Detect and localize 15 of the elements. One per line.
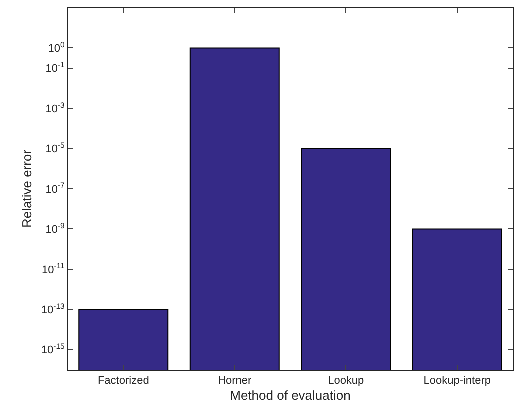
y-axis-title: Relative error [19, 149, 34, 228]
y-tick-label: 10$^{-15}$ [41, 342, 65, 357]
x-tick-label: Factorized [98, 375, 150, 388]
x-tick-label: Horner [218, 375, 252, 388]
y-tick-label: 10$^{-7}$ [46, 181, 65, 196]
x-axis-title: Method of evaluation [230, 388, 351, 403]
x-tick-label: Lookup-interp [424, 375, 492, 388]
y-tick-label: 10$^{-3}$ [46, 100, 65, 116]
y-tick-label: 10$^{-5}$ [46, 141, 65, 156]
y-tick-label: 10$^{-1}$ [46, 60, 65, 76]
x-tick-label: Lookup [328, 375, 364, 388]
y-tick-label: 10$^{-13}$ [41, 302, 65, 317]
y-tick-label: 10$^{-9}$ [46, 221, 65, 236]
y-tick-label: 10$^{0}$ [48, 40, 65, 56]
y-tick-label: 10$^{-11}$ [42, 262, 65, 276]
